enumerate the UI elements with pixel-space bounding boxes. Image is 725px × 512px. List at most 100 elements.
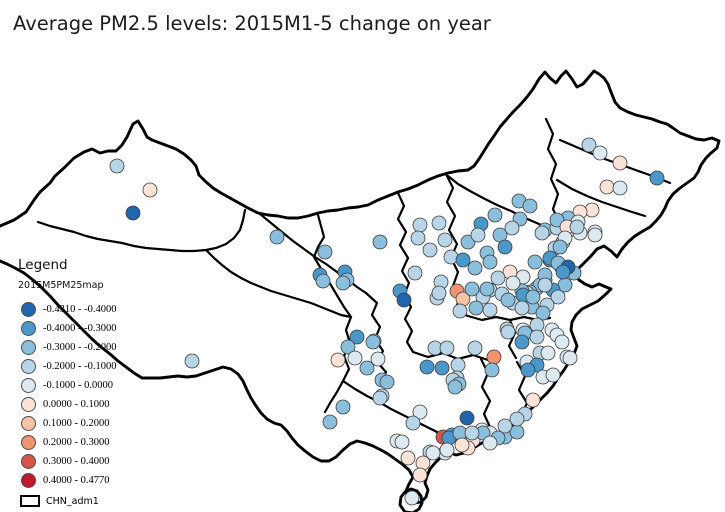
legend-item: 0.1000 - 0.2000 [18,414,168,433]
map-point [405,415,421,431]
map-point [525,392,541,408]
map-point [365,334,381,350]
map-point [335,275,351,291]
legend-item: -0.4000 - -0.3000 [18,319,168,338]
map-point [269,229,285,245]
map-point [322,414,338,430]
map-point [439,340,455,356]
map-point [372,234,388,250]
map-point [520,362,536,378]
map-point [394,434,410,450]
legend-swatch [21,473,36,488]
map-point [464,281,480,297]
map-point [437,232,453,248]
map-point [529,329,545,345]
legend-item: -0.2000 - -0.1000 [18,357,168,376]
legend-class-label: 0.3000 - 0.4000 [43,456,110,467]
map-point [359,360,375,376]
map-point [535,305,551,321]
map-point [412,404,428,420]
map-point [514,300,530,316]
map-point [372,390,388,406]
map-point [587,227,603,243]
map-point [335,399,351,415]
map-point [505,275,521,291]
map-point [425,445,441,461]
legend: Legend 2015M5PM25map -0.4310 - -0.4000 -0… [18,257,168,507]
map-point [514,334,530,350]
legend-class-label: 0.4000 - 0.4770 [43,475,110,486]
map-point [412,217,428,233]
map-point [467,340,483,356]
map-point [404,490,420,506]
legend-swatch [21,359,36,374]
legend-item: -0.4310 - -0.4000 [18,300,168,319]
map-point [450,357,466,373]
map-point [464,425,480,441]
map-point [315,273,331,289]
map-point [592,145,608,161]
map-point [500,292,516,308]
map-point [522,198,538,214]
legend-class-label: 0.2000 - 0.3000 [43,437,110,448]
map-point [482,435,498,451]
page-title: Average PM2.5 levels: 2015M1-5 change on… [13,12,491,35]
legend-item: 0.3000 - 0.4000 [18,452,168,471]
map-point [396,292,412,308]
map-point [330,352,346,368]
map-point [612,180,628,196]
map-point [554,334,570,350]
map-point [504,220,520,236]
legend-item: 0.0000 - 0.1000 [18,395,168,414]
map-point [490,270,506,286]
map-point [552,239,568,255]
map-point [581,137,597,153]
map-point [412,467,428,483]
legend-item: -0.3000 - -0.2000 [18,338,168,357]
map-point [317,244,333,260]
map-point [497,239,513,255]
legend-title: Legend [18,257,68,273]
legend-class-list: -0.4310 - -0.4000 -0.4000 - -0.3000 -0.300… [18,300,168,490]
map-point [431,215,447,231]
map-point [545,367,561,383]
legend-item: 0.4000 - 0.4770 [18,471,168,490]
map-point [468,300,484,316]
map-point [470,227,486,243]
legend-swatch [21,321,36,336]
legend-class-label: -0.3000 - -0.2000 [43,342,117,353]
legend-class-label: -0.2000 - -0.1000 [43,361,117,372]
map-point [184,353,200,369]
map-point [452,303,468,319]
map-point [431,285,447,301]
map-point [125,205,141,221]
legend-class-label: -0.4310 - -0.4000 [43,304,117,315]
map-point [467,260,483,276]
map-point [379,374,395,390]
map-point [487,207,503,223]
map-point [527,254,543,270]
map-point [370,351,386,367]
map-points-layer [109,137,665,506]
map-point [649,170,665,186]
map-point [562,350,578,366]
legend-layer-name: 2015M5PM25map [18,280,104,291]
map-point [142,182,158,198]
map-point [525,289,541,305]
legend-swatch [21,340,36,355]
map-point [400,450,416,466]
map-point [349,329,365,345]
legend-class-label: -0.4000 - -0.3000 [43,323,117,334]
map-point [482,254,498,270]
legend-item: 0.2000 - 0.3000 [18,433,168,452]
map-point [534,225,550,241]
legend-class-label: -0.1000 - 0.0000 [43,380,113,391]
legend-class-label: 0.0000 - 0.1000 [43,399,110,410]
legend-swatch [21,454,36,469]
map-point [439,442,455,458]
national-boundary [0,69,721,512]
map-point [482,302,498,318]
map-point [500,324,516,340]
map-point [459,410,475,426]
